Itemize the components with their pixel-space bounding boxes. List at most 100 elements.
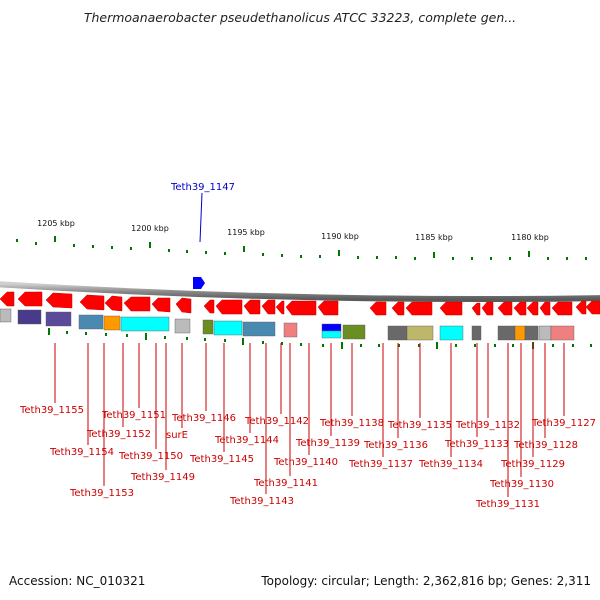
scale-tick xyxy=(528,251,530,257)
gene-label[interactable]: Teth39_1141 xyxy=(253,478,318,489)
gene-label[interactable]: Teth39_1152 xyxy=(86,429,151,440)
gene-arrow[interactable] xyxy=(575,300,587,315)
gene-label[interactable]: Teth39_1130 xyxy=(489,479,554,490)
gene-arrow[interactable] xyxy=(151,297,171,313)
sub-tick xyxy=(85,332,87,335)
sub-tick xyxy=(398,344,400,347)
gene-arrow[interactable] xyxy=(0,291,15,307)
gene-label[interactable]: Teth39_1144 xyxy=(214,435,279,446)
gene-label[interactable]: Teth39_1127 xyxy=(531,418,596,429)
gene-label[interactable]: Teth39_1134 xyxy=(418,459,483,470)
highlight-leader-line xyxy=(199,192,203,243)
gene-label[interactable]: Teth39_1151 xyxy=(101,410,166,421)
gene-label[interactable]: Teth39_1135 xyxy=(387,420,452,431)
gene-arrow[interactable] xyxy=(497,301,513,316)
scale-tick xyxy=(130,247,132,250)
sub-tick xyxy=(341,342,343,349)
sub-tick xyxy=(262,341,264,344)
gene-label[interactable]: Teth39_1136 xyxy=(363,440,428,451)
sub-tick xyxy=(418,344,420,347)
accession-text: Accession: NC_010321 xyxy=(9,574,146,588)
gene-label[interactable]: Teth39_1140 xyxy=(273,457,338,468)
gene-label[interactable]: Teth39_1129 xyxy=(500,459,565,470)
gene-arrow[interactable] xyxy=(439,301,463,316)
sub-tick xyxy=(164,336,166,339)
scale-tick xyxy=(92,245,94,248)
gene-arrow[interactable] xyxy=(285,300,317,316)
gene-label[interactable]: surE xyxy=(166,430,188,441)
gene-label[interactable]: Teth39_1143 xyxy=(229,496,294,507)
gene-label[interactable]: Teth39_1133 xyxy=(444,439,509,450)
gene-labels: Teth39_1155 Teth39_1154 Teth39_1153 Teth39_… xyxy=(19,343,596,510)
scale-tick-label: 1195 kbp xyxy=(227,228,265,237)
gene-label[interactable]: Teth39_1142 xyxy=(244,416,309,427)
gene-arrow[interactable] xyxy=(513,301,527,316)
gene-arrow[interactable] xyxy=(481,301,494,316)
scale-tick-label: 1185 kbp xyxy=(415,233,453,242)
map-title: Thermoanaerobacter pseudethanolicus ATCC… xyxy=(83,10,517,25)
scale-tick xyxy=(54,236,56,242)
gene-label[interactable]: Teth39_1146 xyxy=(171,413,236,424)
gene-label[interactable]: Teth39_1145 xyxy=(189,454,254,465)
scale-tick xyxy=(205,251,207,254)
gene-arrow[interactable] xyxy=(539,301,551,316)
sub-tick xyxy=(204,338,206,341)
scale-tick xyxy=(509,257,511,260)
genome-backbone xyxy=(0,281,600,303)
gene-arrow[interactable] xyxy=(551,301,573,316)
gene-arrow[interactable] xyxy=(104,295,123,312)
gene-arrow[interactable] xyxy=(45,292,73,309)
gene-arrow[interactable] xyxy=(243,299,261,315)
scale-tick xyxy=(168,249,170,252)
scale-tick xyxy=(319,255,321,258)
gene-arrow[interactable] xyxy=(215,299,243,315)
gene-label[interactable]: Teth39_1149 xyxy=(130,472,195,483)
scale-tick-label: 1205 kbp xyxy=(37,219,75,228)
gene-label[interactable]: Teth39_1132 xyxy=(455,420,520,431)
gene-arrow[interactable] xyxy=(175,297,192,314)
gene-label[interactable]: Teth39_1150 xyxy=(118,451,183,462)
highlighted-gene-label[interactable]: Teth39_1147 xyxy=(170,182,235,193)
gene-arrow[interactable] xyxy=(79,294,105,311)
topology-text: Topology: circular; Length: 2,362,816 bp… xyxy=(261,574,591,588)
gene-arrow[interactable] xyxy=(471,302,481,316)
gene-label[interactable]: Teth39_1154 xyxy=(49,447,114,458)
sub-tick xyxy=(455,344,457,347)
scale-tick xyxy=(357,256,359,259)
scale-ruler: 1205 kbp 1200 kbp 1195 kbp 1190 kbp 1185 kbp… xyxy=(16,219,587,260)
gene-arrow[interactable] xyxy=(526,301,539,316)
gene-arrow[interactable] xyxy=(405,301,433,316)
scale-tick-label: 1200 kbp xyxy=(131,224,169,233)
gene-label[interactable]: Teth39_1155 xyxy=(19,405,84,416)
sub-tick xyxy=(300,343,302,346)
gene-arrow[interactable] xyxy=(17,291,43,307)
gene-arrow[interactable] xyxy=(585,300,600,315)
scale-tick xyxy=(300,255,302,258)
scale-tick xyxy=(224,252,226,255)
scale-tick xyxy=(395,256,397,259)
scale-tick xyxy=(149,242,151,248)
gene-arrow[interactable] xyxy=(203,299,215,314)
gene-label[interactable]: Teth39_1139 xyxy=(295,438,360,449)
gene-arrow[interactable] xyxy=(369,301,387,316)
sub-tick xyxy=(224,339,226,342)
gene-label[interactable]: Teth39_1137 xyxy=(348,459,413,470)
gene-arrow[interactable] xyxy=(261,299,276,315)
scale-tick xyxy=(566,257,568,260)
scale-tick xyxy=(452,257,454,260)
sub-tick xyxy=(66,331,68,334)
gene-arrow[interactable] xyxy=(123,296,151,312)
gene-arrow[interactable] xyxy=(275,300,285,315)
sub-tick xyxy=(186,337,188,340)
sub-tick xyxy=(436,342,438,349)
gene-label[interactable]: Teth39_1138 xyxy=(319,418,384,429)
scale-tick xyxy=(338,250,340,256)
gene-arrow[interactable] xyxy=(317,300,339,316)
gene-label[interactable]: Teth39_1128 xyxy=(513,440,578,451)
highlighted-gene-arrow-icon[interactable] xyxy=(193,277,205,289)
gene-label[interactable]: Teth39_1153 xyxy=(69,488,134,499)
sub-tick xyxy=(145,333,147,340)
gene-arrow[interactable] xyxy=(391,301,405,316)
gene-label[interactable]: Teth39_1131 xyxy=(475,499,540,510)
sub-tick xyxy=(572,344,574,347)
